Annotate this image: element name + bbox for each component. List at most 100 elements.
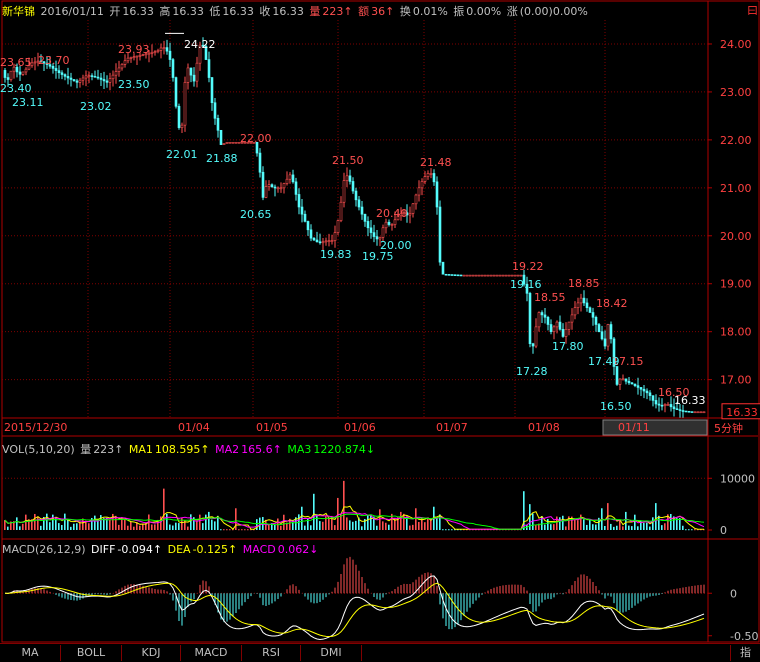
candle-body [6, 77, 10, 80]
macd-tick-label: 0 [730, 587, 737, 600]
volume-bar [199, 514, 201, 530]
price-annotation: 22.01 [166, 148, 198, 161]
volume-bar [349, 520, 351, 530]
volume-bar [103, 518, 105, 530]
volume-bar [448, 529, 450, 531]
volume-bar [34, 513, 36, 530]
date-tick-label: 01/05 [256, 421, 288, 434]
volume-bar [151, 524, 153, 530]
candle-body [648, 392, 652, 396]
candle-body [633, 383, 637, 386]
candle-body [291, 174, 295, 183]
candle-body [240, 141, 244, 144]
candle-body [651, 395, 655, 401]
volume-bar [241, 529, 243, 531]
price-annotation: 22.00 [240, 132, 272, 145]
candle-body [558, 321, 562, 330]
candle-body [111, 74, 115, 80]
tab-indicator-switch[interactable]: 指 [730, 645, 760, 661]
volume-bar [688, 529, 690, 531]
candle-body [699, 411, 703, 414]
candle-body [429, 173, 433, 175]
candle-body [105, 80, 109, 83]
volume-bar [52, 514, 54, 530]
volume-bar [205, 514, 207, 530]
tab-kdj[interactable]: KDJ [122, 645, 181, 661]
volume-bar [319, 521, 321, 530]
candle-body [543, 314, 547, 318]
candle-body [132, 56, 136, 58]
volume-bar [376, 525, 378, 530]
volume-bar [289, 518, 291, 530]
volume-bar [70, 526, 72, 530]
candle-body [81, 77, 85, 81]
candle-body [159, 47, 163, 51]
volume-bar [565, 526, 567, 530]
candle-body [516, 274, 520, 277]
price-annotation: 23.11 [12, 96, 44, 109]
candle-body [549, 324, 553, 332]
volume-bar [172, 525, 174, 530]
volume-bar [388, 524, 390, 530]
candle-body [219, 129, 223, 145]
volume-bar [322, 521, 324, 530]
candle-body [288, 174, 292, 180]
tab-ma[interactable]: MA [0, 645, 61, 661]
candle-body [453, 274, 457, 276]
candle-body [264, 186, 268, 198]
volume-bar [382, 521, 384, 530]
tab-macd[interactable]: MACD [181, 645, 242, 661]
date-tick-label: 01/11 [618, 421, 650, 434]
price-annotation: 24.22 [184, 38, 216, 51]
corner-button[interactable]: 曰 [747, 4, 758, 17]
macd-indicator-name: MACD(26,12,9) [2, 543, 86, 556]
candle-body [432, 173, 436, 183]
candle-body [156, 50, 160, 52]
candle-body [522, 274, 526, 285]
volume-bar [622, 526, 624, 530]
volume-bar [352, 521, 354, 530]
volume-bar [646, 522, 648, 530]
tab-dmi[interactable]: DMI [301, 645, 362, 661]
price-annotation: 19.22 [512, 260, 544, 273]
candle-body [114, 71, 118, 76]
candle-body [411, 203, 415, 214]
dea-value: -0.125↑ [192, 543, 238, 556]
volume-bar [418, 521, 420, 530]
price-annotation: 21.88 [206, 152, 238, 165]
candle-body [144, 53, 148, 56]
candle-body [255, 141, 259, 154]
tab-boll[interactable]: BOLL [61, 645, 122, 661]
candle-body [90, 75, 94, 77]
volume-bar [409, 525, 411, 530]
volume-bar [217, 515, 219, 530]
candle-body [399, 213, 403, 217]
price-annotation: 23.02 [80, 100, 112, 113]
volume-bar [346, 517, 348, 530]
candle-body [702, 411, 706, 414]
candle-body [441, 261, 445, 275]
volume-bar [532, 513, 534, 530]
candle-body [192, 74, 196, 82]
candle-body [567, 321, 571, 330]
volume-bar [202, 523, 204, 530]
candle-body [612, 338, 616, 367]
candle-body [180, 124, 184, 128]
volume-bar [94, 515, 96, 530]
amount-label: 额 [358, 5, 370, 18]
candle-body [471, 274, 475, 277]
candle-body [510, 274, 514, 277]
volume-bar [361, 526, 363, 530]
candle-body [378, 237, 382, 240]
volume-bar [589, 519, 591, 530]
candle-body [405, 212, 409, 216]
candle-body [231, 141, 235, 144]
volume-header: VOL(5,10,20) 量 223↑ MA1 108.595↑ MA2 165.6↑… [2, 441, 377, 457]
price-annotation: 21.48 [420, 156, 452, 169]
volume-bar [442, 529, 444, 531]
volume-bar [247, 529, 249, 531]
volume-bar [193, 517, 195, 530]
tab-rsi[interactable]: RSI [242, 645, 301, 661]
candle-body [663, 404, 667, 406]
candle-body [450, 274, 454, 276]
